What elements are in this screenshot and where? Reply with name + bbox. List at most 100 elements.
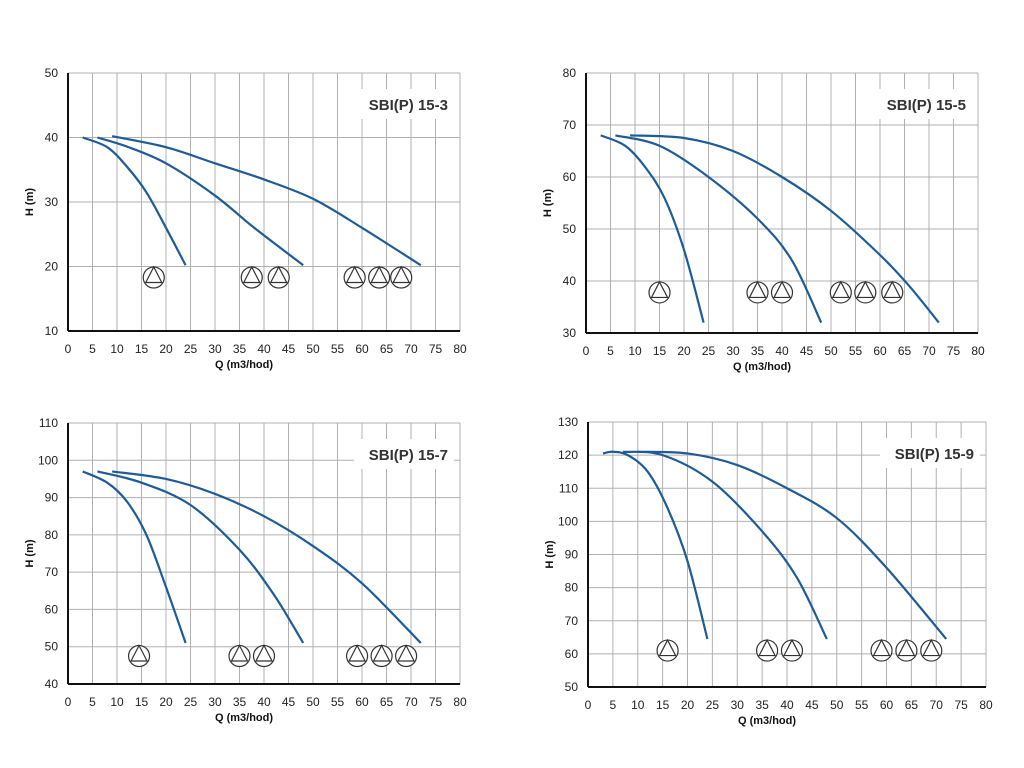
- y-tick-label: 120: [558, 448, 578, 462]
- pump-triangle: [856, 280, 875, 299]
- x-axis-label: Q (m3/hod): [733, 361, 791, 373]
- x-tick-label: 40: [257, 342, 271, 356]
- chart-3: 0 5 10 15 20 25 30 35 40 45 50 55 60 65 70 75 80 40 50 60 70…: [24, 416, 467, 724]
- x-tick-label: 30: [726, 344, 740, 358]
- pump-triangle: [397, 644, 416, 662]
- y-axis-label: H (m): [542, 189, 554, 217]
- curve-3-pumps: [111, 135, 422, 267]
- y-tick-label: 80: [565, 581, 579, 595]
- y-tick-label: 60: [45, 602, 59, 616]
- chart-title: SBI(P) 15-9: [895, 446, 974, 463]
- pump-triangle: [370, 265, 389, 284]
- curve-2-pumps: [97, 136, 304, 267]
- x-tick-label: 50: [824, 344, 838, 358]
- pump-circle: [267, 266, 290, 289]
- x-tick-label: 55: [331, 342, 345, 356]
- x-tick-label: 50: [306, 695, 320, 709]
- pump-symbol-icon: [895, 638, 918, 662]
- x-tick-label: 20: [677, 344, 691, 358]
- x-tick-label: 75: [429, 342, 443, 356]
- y-tick-label: 50: [45, 640, 59, 654]
- pump-symbol-icon: [368, 265, 391, 289]
- pump-circle: [656, 639, 679, 662]
- pump-circle: [228, 644, 251, 668]
- pump-symbol-icon: [240, 265, 263, 289]
- pump-circle: [829, 281, 852, 304]
- y-tick-label: 70: [563, 118, 577, 132]
- x-tick-label: 65: [898, 344, 912, 358]
- x-tick-label: 60: [355, 342, 369, 356]
- pump-triangle: [897, 638, 916, 657]
- x-axis-label: Q (m3/hod): [215, 359, 273, 371]
- pump-triangle: [372, 644, 391, 662]
- pump-symbol-icon: [142, 265, 165, 289]
- x-tick-label: 80: [971, 344, 985, 358]
- pump-circle: [240, 266, 263, 289]
- x-tick-label: 20: [159, 695, 173, 709]
- y-axis-label: H (m): [24, 539, 36, 567]
- x-tick-label: 70: [930, 698, 944, 712]
- pump-circle: [755, 639, 779, 662]
- x-tick-label: 5: [89, 342, 96, 356]
- pump-symbol-icon: [395, 644, 418, 668]
- y-tick-label: 40: [45, 677, 59, 691]
- x-tick-label: 40: [775, 344, 789, 358]
- pump-triangle: [144, 265, 163, 284]
- pump-symbol-icon: [228, 644, 251, 668]
- pump-symbol-icon: [770, 280, 794, 304]
- pump-triangle: [658, 638, 677, 657]
- x-tick-label: 60: [355, 695, 369, 709]
- x-tick-label: 35: [233, 342, 247, 356]
- x-tick-label: 15: [653, 344, 667, 358]
- x-tick-label: 55: [849, 344, 863, 358]
- x-tick-label: 35: [233, 695, 247, 709]
- x-tick-label: 80: [979, 698, 993, 712]
- x-tick-label: 65: [380, 695, 394, 709]
- pump-triangle: [782, 638, 801, 657]
- x-tick-label: 45: [282, 342, 296, 356]
- pump-circle: [346, 644, 369, 668]
- x-tick-label: 70: [404, 695, 418, 709]
- x-tick-label: 60: [873, 344, 887, 358]
- pump-circle: [395, 644, 418, 668]
- x-tick-label: 80: [453, 342, 467, 356]
- x-tick-label: 25: [702, 344, 716, 358]
- pump-triangle: [230, 644, 249, 662]
- x-tick-label: 5: [610, 698, 617, 712]
- y-tick-label: 100: [38, 453, 58, 467]
- pump-triangle: [758, 638, 777, 657]
- pump-circle: [252, 644, 276, 668]
- pump-circle: [895, 639, 918, 662]
- chart-1: 0 5 10 15 20 25 30 35 40 45 50 55 60 65 70 75 80 10 20 30 40…: [24, 66, 467, 371]
- y-tick-label: 40: [563, 274, 577, 288]
- x-tick-label: 45: [805, 698, 819, 712]
- x-tick-label: 50: [306, 342, 320, 356]
- y-axis-label: H (m): [24, 188, 36, 216]
- x-tick-label: 55: [331, 695, 345, 709]
- curve-2-pumps: [97, 470, 305, 644]
- title-box: [354, 89, 454, 119]
- x-tick-label: 15: [135, 342, 149, 356]
- pump-symbol-icon: [390, 265, 413, 289]
- pump-symbol-icon: [656, 638, 679, 662]
- curve-1-pumps: [600, 134, 705, 323]
- curve-1-pumps: [82, 470, 187, 644]
- y-tick-label: 130: [558, 415, 578, 429]
- x-tick-label: 5: [607, 344, 614, 358]
- pump-symbol-icon: [346, 644, 369, 668]
- pump-symbol-icon: [881, 280, 904, 304]
- y-tick-label: 30: [563, 326, 577, 340]
- pump-symbol-icon: [648, 280, 671, 304]
- chart-title: SBI(P) 15-5: [887, 97, 966, 114]
- pump-circle: [854, 281, 877, 304]
- y-tick-label: 50: [565, 680, 579, 694]
- y-tick-label: 50: [563, 222, 577, 236]
- title-box: [354, 439, 454, 469]
- x-tick-label: 0: [583, 344, 590, 358]
- y-tick-label: 110: [559, 481, 578, 495]
- y-tick-label: 10: [45, 324, 59, 338]
- x-tick-label: 75: [947, 344, 961, 358]
- pump-circle: [780, 639, 804, 662]
- pump-circle: [770, 281, 794, 304]
